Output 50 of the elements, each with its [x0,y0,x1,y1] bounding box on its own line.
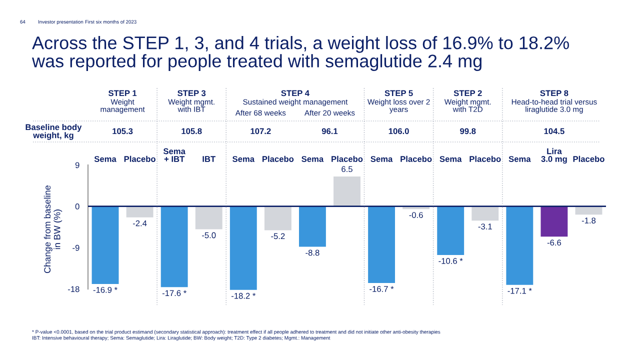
data-label: -10.6 * [438,258,463,264]
y-tick-label: -18 [68,286,80,292]
x-tick-label: Placebo [332,156,363,162]
x-tick-label: Sema [440,156,462,162]
y-axis-title: Change from baseline in BW (%) [44,186,62,273]
data-label: -0.6 [409,212,423,218]
text: STEP 2 [454,90,482,96]
data-label: -1.8 [582,218,596,224]
x-tick-label: Sema [370,156,393,162]
data-label: -3.1 [478,224,492,230]
text: 106.0 [388,128,409,134]
text: 105.3 [112,128,133,134]
data-label: -2.4 [132,220,147,226]
text: Baseline body weight, kg [26,124,82,140]
y-tick-label: 9 [75,162,80,168]
text: STEP 1 [108,90,137,96]
x-tick-label: Placebo [573,156,604,162]
data-label: -16.9 * [93,286,118,293]
x-tick-label: Lira 3.0 mg [541,148,567,164]
x-tick-label: IBT [202,156,216,162]
x-tick-label: Sema [508,156,531,162]
data-label: -5.0 [202,232,216,238]
data-label: -6.6 [547,240,562,246]
data-label: -17.1 * [508,288,532,294]
data-label: -17.6 * [162,290,186,296]
data-label: -18.2 * [231,292,256,299]
text: 99.8 [460,128,476,134]
y-tick-label: -9 [72,244,80,251]
x-tick-label: Sema [94,156,116,162]
data-label: -5.2 [271,233,285,240]
x-tick-label: Placebo [262,156,294,162]
x-tick-label: Placebo [400,156,432,162]
text: STEP 5 [384,90,413,96]
text: 105.8 [182,128,202,134]
x-tick-label: Placebo [470,156,501,162]
text: STEP 3 [178,90,206,96]
data-label: -8.8 [306,250,320,256]
text: STEP 4 [281,90,310,96]
x-tick-label: Placebo [124,156,156,162]
text: 107.2 [250,128,271,134]
data-label: -16.7 * [370,286,394,292]
text: 104.5 [544,128,564,134]
x-tick-label: Sema + IBT [163,148,186,162]
text: STEP 8 [540,90,568,96]
text: 96.1 [322,128,338,134]
x-tick-label: Sema [232,156,255,162]
chart-title: Across the STEP 1, 3, and 4 trials, a weight loss of 16.9% to 18.2% was reported for people treated with semaglutide 2.4 mg [32,36,569,71]
x-tick-label: Sema [302,156,324,162]
data-label: 6.5 [342,166,352,172]
y-tick-label: 0 [75,204,80,210]
